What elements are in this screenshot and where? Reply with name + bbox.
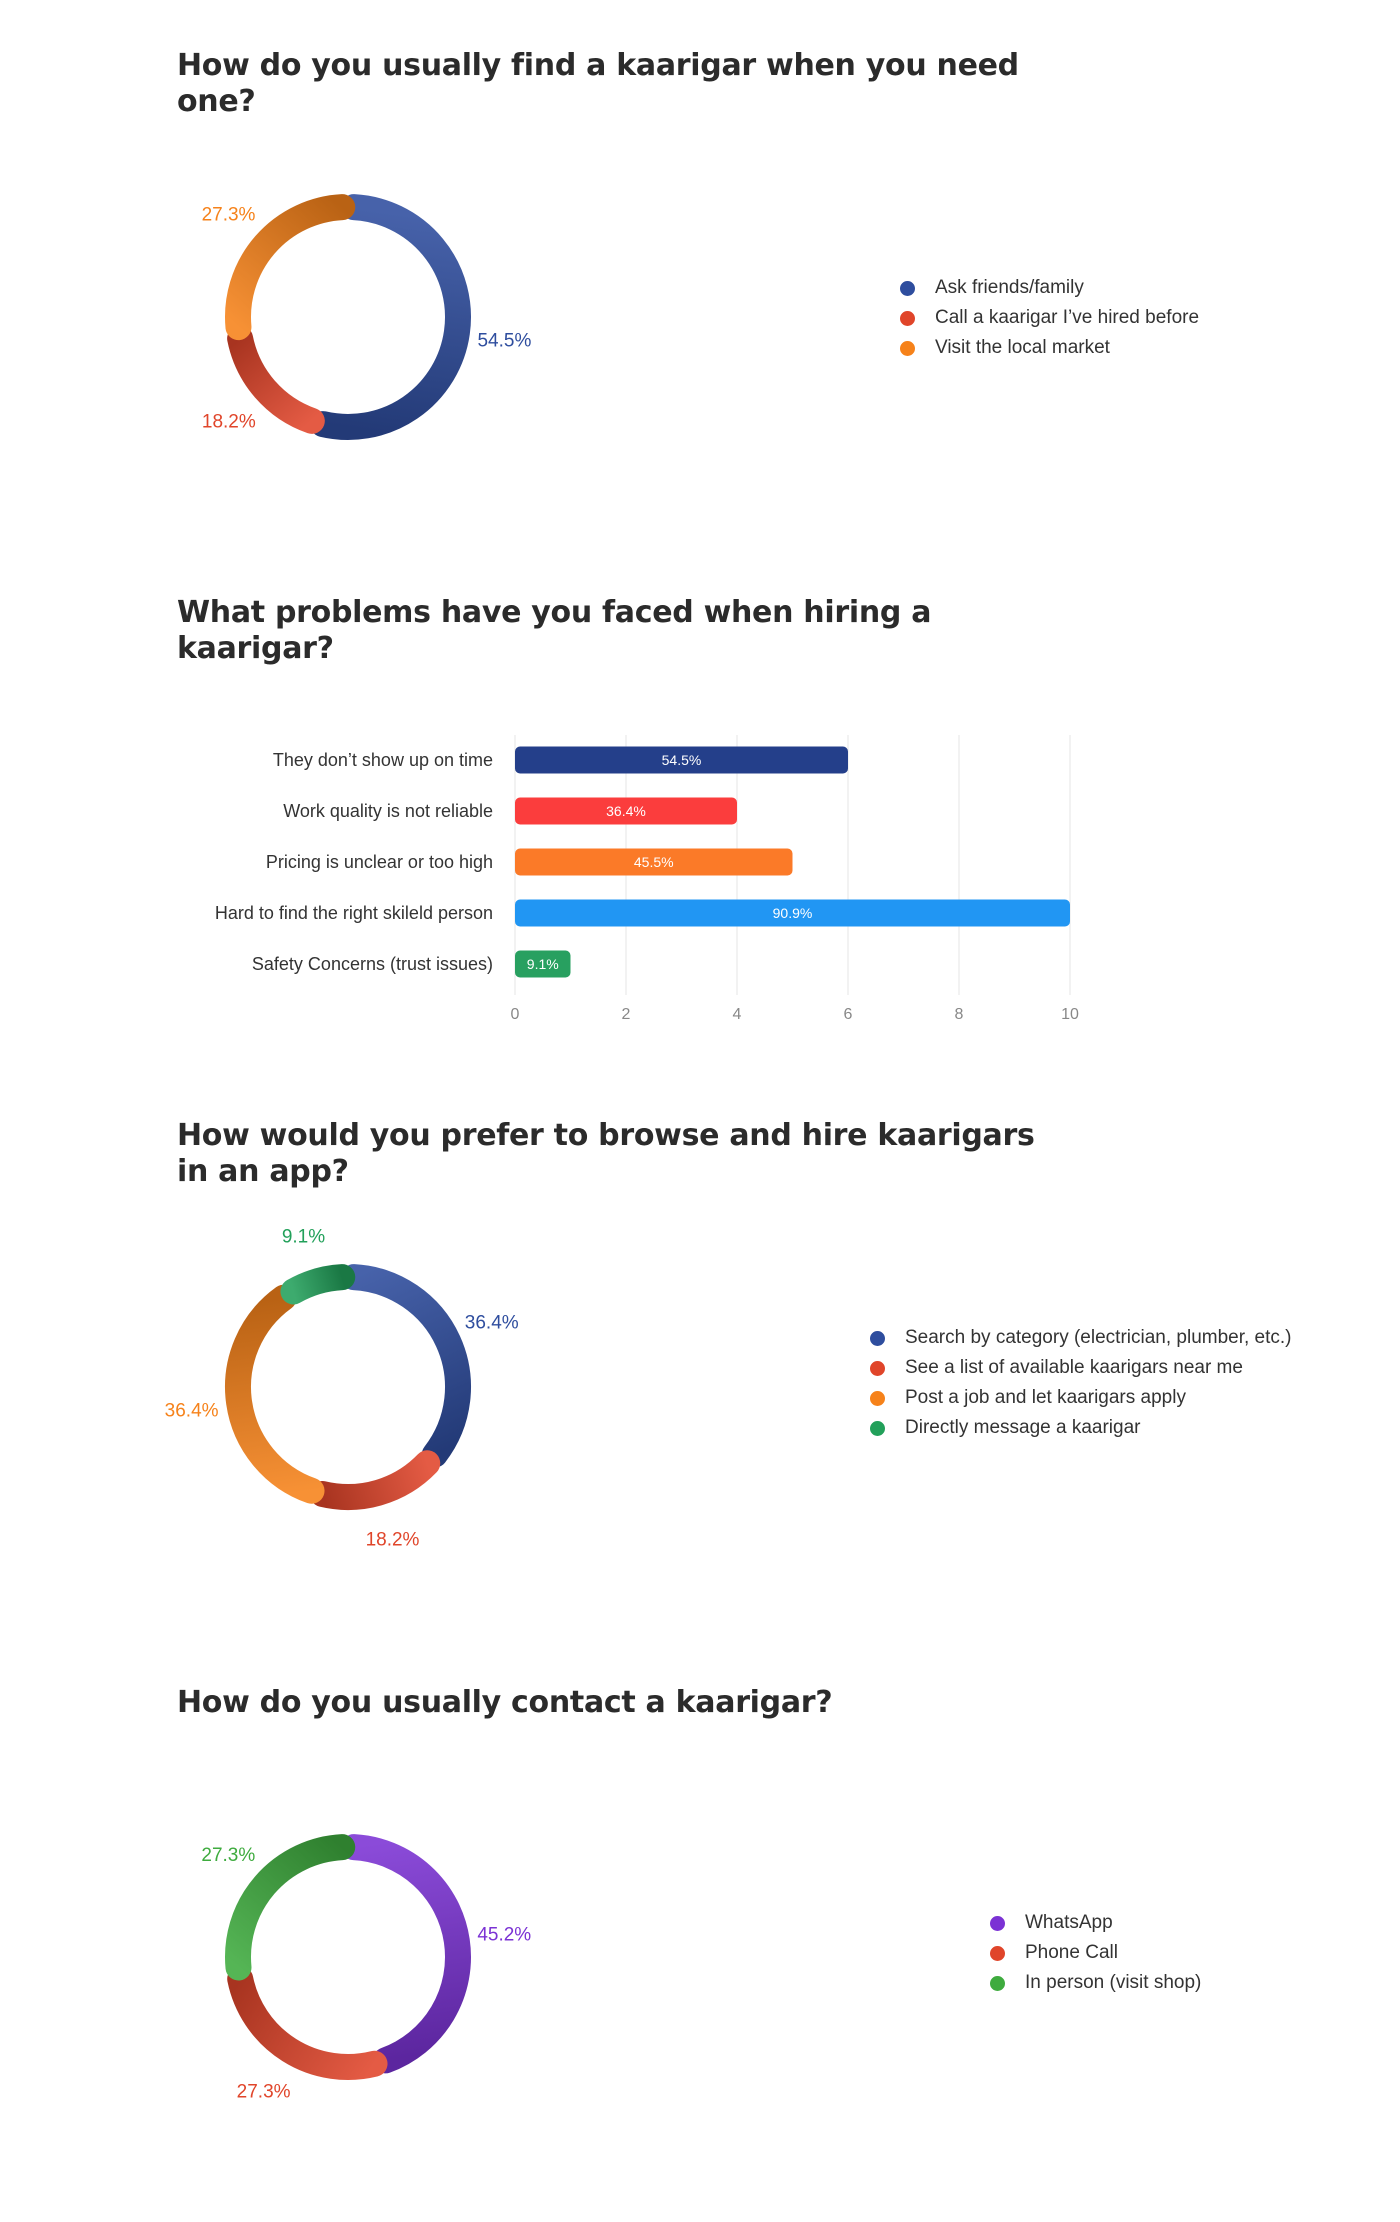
bar-value-label: 9.1% [527,956,559,972]
legend-swatch [990,1975,1005,1991]
chart-legend: WhatsApp Phone Call In person (visit shop) [990,1908,1201,1998]
legend-item-whatsapp: WhatsApp [990,1908,1201,1938]
legend-swatch [870,1330,885,1346]
legend-label: Ask friends/family [935,277,1084,298]
x-tick-label: 6 [844,1006,853,1023]
bar-chart-hiring-problems: 0 2 4 6 8 10 They don’t show up on time 54.5% Wo… [215,735,1079,1023]
question-title: What problems have you faced when hiring… [177,595,932,666]
bar-value-label: 90.9% [773,905,813,921]
legend-item-visit-the-local-market: Visit the local market [900,333,1199,363]
donut-segment-post-a-job-and-let-kaarigars-apply [225,1284,325,1504]
donut-segment-ask-friends-family [309,194,471,440]
question-title: How would you prefer to browse and hire … [177,1118,1035,1189]
bar-they-don-t-show-up-on-time [515,746,848,774]
question-title: How do you usually find a kaarigar when … [177,48,1019,119]
legend-label: Directly message a kaarigar [905,1417,1141,1438]
category-label: Safety Concerns (trust issues) [252,954,493,974]
legend-swatch [900,340,915,356]
donut-chart-contact-kaarigar: 45.2% 27.3% 27.3% [201,1834,531,2103]
data-label-visit-the-local-market: 27.3% [202,205,256,226]
donut-segment-whatsapp [340,1834,471,2074]
legend-swatch [870,1420,885,1436]
legend-item-ask-friends-family: Ask friends/family [900,273,1199,303]
legend-swatch [870,1390,885,1406]
bar-value-label: 36.4% [606,803,646,819]
chart-legend: Search by category (electrician, plumber… [870,1323,1292,1443]
x-tick-label: 0 [511,1006,520,1023]
legend-label: Phone Call [1025,1942,1118,1963]
chart-legend: Ask friends/family Call a kaarigar I’ve h… [900,273,1199,363]
x-tick-label: 10 [1061,1006,1079,1023]
data-label-phone-call: 27.3% [237,2082,291,2103]
legend-item-in-person-visit-shop: In person (visit shop) [990,1968,1201,1998]
legend-item-directly-message-a-kaarigar: Directly message a kaarigar [870,1413,1292,1443]
category-label: Pricing is unclear or too high [266,852,493,872]
legend-label: Call a kaarigar I’ve hired before [935,307,1200,328]
legend-label: WhatsApp [1025,1912,1113,1933]
donut-segment-phone-call [227,1965,388,2080]
legend-item-call-a-kaarigar-i-ve-hired-before: Call a kaarigar I’ve hired before [900,303,1199,333]
x-tick-label: 4 [733,1006,742,1023]
legend-swatch [900,280,915,296]
donut-chart-find-kaarigar: 54.5% 18.2% 27.3% [202,194,531,440]
legend-label: See a list of available kaarigars near m… [905,1357,1243,1378]
legend-swatch [900,310,915,326]
donut-chart-browse-hire: 36.4% 18.2% 36.4% 9.1% [165,1226,519,1551]
data-label-post-a-job-and-let-kaarigars-apply: 36.4% [165,1400,219,1421]
legend-label: In person (visit shop) [1025,1972,1202,1993]
data-label-see-a-list-of-available-kaarigars-near-me: 18.2% [366,1530,420,1551]
legend-swatch [990,1945,1005,1961]
bar-hard-to-find-the-right-skileld-person [515,899,1070,927]
category-label: They don’t show up on time [273,750,493,770]
legend-item-post-a-job-and-let-kaarigars-apply: Post a job and let kaarigars apply [870,1383,1292,1413]
donut-segment-see-a-list-of-available-kaarigars-near-me [309,1450,441,1510]
category-label: Hard to find the right skileld person [215,903,493,923]
data-label-ask-friends-family: 54.5% [477,330,531,351]
legend-swatch [870,1360,885,1376]
bar-pricing-is-unclear-or-too-high [515,848,793,876]
legend-item-search-by-category-electrician-plumber-etc: Search by category (electrician, plumber… [870,1323,1292,1353]
category-label: Work quality is not reliable [283,801,493,821]
donut-segment-visit-the-local-market [225,194,356,341]
donut-segment-in-person-visit-shop [225,1834,356,1981]
legend-item-see-a-list-of-available-kaarigars-near-me: See a list of available kaarigars near m… [870,1353,1292,1383]
legend-label: Visit the local market [935,337,1110,358]
data-label-search-by-category-electrician-plumber-etc: 36.4% [465,1312,519,1333]
legend-swatch [990,1915,1005,1931]
question-title: How do you usually contact a kaarigar? [177,1685,833,1720]
donut-segment-search-by-category-electrician-plumber-etc [340,1264,471,1468]
x-tick-label: 8 [955,1006,964,1023]
donut-segment-directly-message-a-kaarigar [280,1264,356,1305]
legend-label: Post a job and let kaarigars apply [905,1387,1186,1408]
bar-value-label: 45.5% [634,854,674,870]
donut-segment-call-a-kaarigar-i-ve-hired-before [227,325,325,434]
legend-item-phone-call: Phone Call [990,1938,1201,1968]
data-label-in-person-visit-shop: 27.3% [201,1845,255,1866]
legend-label: Search by category (electrician, plumber… [905,1327,1292,1348]
data-label-whatsapp: 45.2% [477,1925,531,1946]
data-label-call-a-kaarigar-i-ve-hired-before: 18.2% [202,412,256,433]
bar-value-label: 54.5% [662,752,702,768]
bar-work-quality-is-not-reliable [515,797,737,825]
x-tick-label: 2 [622,1006,631,1023]
data-label-directly-message-a-kaarigar: 9.1% [282,1226,325,1247]
bar-safety-concerns-trust-issues [515,950,571,978]
